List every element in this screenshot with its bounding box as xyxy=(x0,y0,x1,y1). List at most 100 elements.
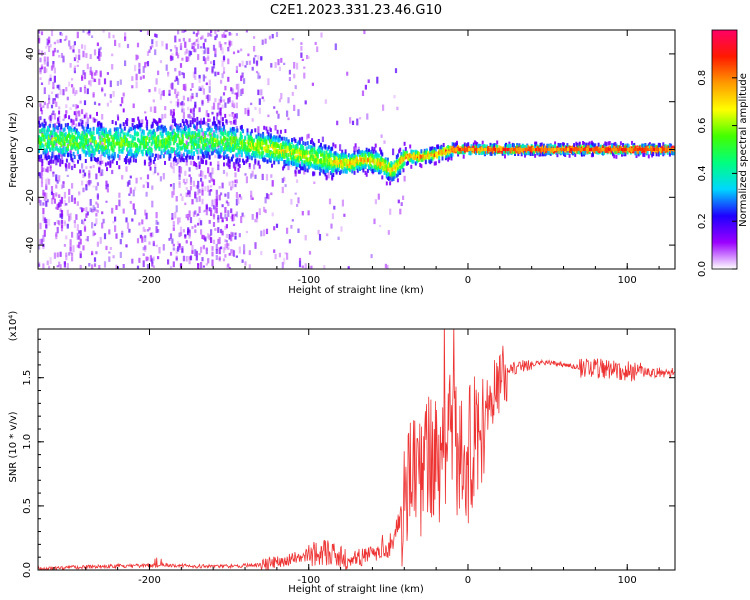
spectrogram-cell xyxy=(207,258,210,264)
spectrogram-cell xyxy=(281,149,283,154)
spectrogram-cell xyxy=(79,238,82,245)
spectrogram-cell xyxy=(64,123,67,128)
spectrogram-cell xyxy=(273,148,276,153)
spectrogram-cell xyxy=(192,131,195,135)
spectrogram-cell xyxy=(411,150,414,155)
spectrogram-cell xyxy=(50,114,54,120)
spectrogram-cell xyxy=(235,179,238,184)
spectrogram-cell xyxy=(389,176,392,181)
spectrogram-cell xyxy=(71,144,74,149)
spectrogram-cell xyxy=(318,158,321,163)
spectrogram-cell xyxy=(82,30,85,33)
spectrogram-cell xyxy=(172,221,175,227)
spectrogram-cell xyxy=(39,238,42,246)
spectrogram-cell xyxy=(96,203,99,208)
spectrogram-cell xyxy=(396,178,399,183)
spectrogram-cell xyxy=(169,251,173,256)
spectrogram-cell xyxy=(167,141,170,145)
spectrogram-cell xyxy=(72,45,75,51)
spectrogram-cell xyxy=(296,156,299,161)
spectrogram-cell xyxy=(259,133,262,138)
spectrogram-cell xyxy=(236,140,239,145)
spectrogram-cell xyxy=(209,134,212,139)
spectrogram-cell xyxy=(224,42,227,45)
spectrogram-cell xyxy=(129,187,132,194)
spectrogram-cell xyxy=(201,189,204,196)
spectrogram-cell xyxy=(77,150,79,154)
spectrogram-cell xyxy=(566,150,569,155)
spectrogram-cell xyxy=(275,223,279,228)
spectrogram-cell xyxy=(181,57,184,61)
spectrogram-cell xyxy=(198,120,201,125)
spectrogram-cell xyxy=(246,128,249,133)
spectrogram-cell xyxy=(287,117,290,121)
spectrogram-cell xyxy=(192,112,195,118)
spectrogram-cell xyxy=(588,141,591,146)
spectrogram-cell xyxy=(104,127,107,132)
spectrogram-cell xyxy=(216,134,219,139)
spectrogram-cell xyxy=(306,150,309,155)
spectrogram-cell xyxy=(175,101,178,107)
spectrogram-cell xyxy=(45,148,48,153)
spectrogram-cell xyxy=(322,169,325,174)
spectrogram-cell xyxy=(126,154,129,159)
spectrogram-cell xyxy=(506,150,509,155)
spectrogram-cell xyxy=(214,98,217,103)
spectrogram-cell xyxy=(78,110,81,117)
spectrogram-cell xyxy=(50,91,54,94)
spectrogram-cell xyxy=(169,109,173,116)
spectrogram-cell xyxy=(263,206,266,212)
spectrogram-cell xyxy=(50,65,54,71)
spectrogram-cell xyxy=(185,126,188,131)
spectrogram-cell xyxy=(583,141,586,146)
spectrogram-cell xyxy=(73,220,76,224)
spectrogram-cell xyxy=(402,195,405,200)
spectrogram-cell xyxy=(224,193,227,197)
spectrogram-cell xyxy=(210,229,213,236)
spectrogram-cell xyxy=(250,136,253,141)
spectrogram-cell xyxy=(79,264,82,269)
spectrogram-cell xyxy=(231,88,234,95)
spectrogram-cell xyxy=(493,143,496,148)
spectrogram-cell xyxy=(57,137,59,141)
spectrogram-cell xyxy=(207,55,210,59)
spectrogram-cell xyxy=(79,143,82,148)
spectrogram-cell xyxy=(166,138,169,143)
spectrogram-cell xyxy=(161,125,164,130)
spectrogram-cell xyxy=(144,237,147,243)
spectrogram-cell xyxy=(593,143,596,148)
spectrogram-cell xyxy=(253,138,256,143)
spectrogram-cell xyxy=(522,144,525,149)
spectrogram-cell xyxy=(103,139,106,144)
spectrogram-cell xyxy=(364,162,367,167)
spectrogram-cell xyxy=(202,235,205,240)
spectrogram-cell xyxy=(95,70,98,73)
spectrogram-cell xyxy=(215,204,218,208)
spectrogram-cell xyxy=(83,44,87,50)
spectrogram-cell xyxy=(211,251,214,257)
spectrogram-cell xyxy=(61,134,64,139)
spectrogram-cell xyxy=(357,160,360,165)
spectrogram-cell xyxy=(58,84,61,90)
spectrogram-cell xyxy=(506,144,509,149)
spectrogram-cell xyxy=(336,159,339,164)
spectrogram-cell xyxy=(185,133,188,138)
spectrogram-cell xyxy=(98,126,101,131)
spectrogram-cell xyxy=(204,237,207,242)
spectrogram-cell xyxy=(38,261,41,267)
spectrogram-cell xyxy=(144,235,147,238)
spectrogram-cell xyxy=(487,149,490,154)
spectrogram-cell xyxy=(151,257,154,264)
spectrogram-cell xyxy=(384,263,387,269)
spectrogram-cell xyxy=(323,265,326,269)
spectrogram-cell xyxy=(46,61,49,67)
spectrogram-cell xyxy=(256,142,259,147)
spectrogram-cell xyxy=(304,151,307,156)
spectrogram-cell xyxy=(336,153,339,158)
spectrogram-cell xyxy=(568,145,571,150)
spectrogram-cell xyxy=(532,145,535,150)
spectrogram-cell xyxy=(46,103,49,109)
spectrogram-cell xyxy=(146,264,150,269)
spectrogram-cell xyxy=(164,142,166,146)
spectrogram-cell xyxy=(374,143,377,148)
